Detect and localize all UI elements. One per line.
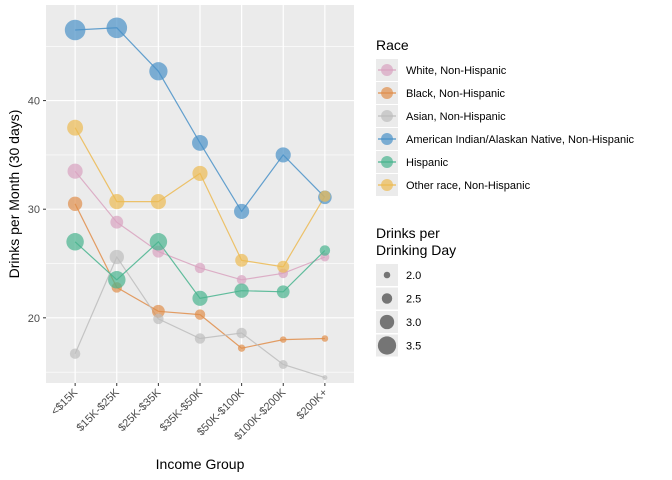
size-legend-label: 3.0 bbox=[406, 317, 421, 329]
data-point-s4-3 bbox=[192, 290, 208, 306]
data-point-s1-3 bbox=[194, 309, 206, 320]
data-point-s1-5 bbox=[279, 336, 287, 343]
data-point-s1-2 bbox=[152, 304, 165, 318]
legend-label: Black, Non-Hispanic bbox=[406, 88, 506, 100]
data-point-s3-0 bbox=[64, 19, 86, 41]
y-tick-label: 40 bbox=[28, 96, 40, 108]
data-point-s5-1 bbox=[109, 194, 125, 210]
data-point-s1-0 bbox=[67, 196, 83, 211]
x-axis-title: Income Group bbox=[156, 456, 245, 472]
size-legend-label: 2.5 bbox=[406, 294, 421, 306]
data-point-s3-1 bbox=[106, 17, 128, 39]
legend-key-point bbox=[381, 87, 393, 99]
data-point-s1-6 bbox=[321, 335, 329, 342]
data-point-s0-3 bbox=[194, 262, 206, 274]
y-axis-title: Drinks per Month (30 days) bbox=[6, 110, 22, 279]
data-point-s2-0 bbox=[69, 348, 81, 359]
data-point-s4-4 bbox=[234, 283, 249, 298]
x-axis: <$15K$15K-$25K$25K-$35K$35K-$50K$50K-$10… bbox=[49, 383, 330, 443]
size-legend-title-line-1: Drinks per bbox=[376, 225, 440, 241]
color-legend: Race White, Non-Hispanic Black, Non-Hispa… bbox=[376, 37, 635, 196]
size-key-point bbox=[381, 293, 393, 304]
data-point-s2-4 bbox=[236, 327, 247, 339]
legend-label: White, Non-Hispanic bbox=[406, 65, 507, 77]
size-legend: Drinks per Drinking Day 2.0 2.5 3.0 3.5 bbox=[376, 225, 456, 357]
data-point-s5-4 bbox=[235, 253, 249, 267]
data-point-s2-1 bbox=[109, 249, 124, 265]
series-points bbox=[64, 17, 332, 381]
data-point-s2-6 bbox=[322, 375, 328, 381]
data-point-s0-1 bbox=[110, 215, 124, 229]
y-tick-label: 30 bbox=[28, 204, 40, 216]
legend-label: Other race, Non-Hispanic bbox=[406, 180, 531, 192]
data-point-s4-1 bbox=[108, 271, 126, 289]
data-point-s4-0 bbox=[66, 233, 84, 251]
data-point-s4-6 bbox=[319, 245, 331, 256]
data-point-s3-2 bbox=[149, 62, 168, 81]
data-point-s3-3 bbox=[192, 134, 208, 151]
legend-key-point bbox=[381, 179, 393, 191]
data-point-s2-5 bbox=[278, 360, 288, 369]
legend-label: American Indian/Alaskan Native, Non-Hisp… bbox=[406, 134, 635, 146]
data-point-s2-3 bbox=[194, 333, 206, 344]
x-tick-label: $25K-$35K bbox=[116, 386, 164, 434]
legend-label: Hispanic bbox=[406, 157, 449, 169]
data-point-s1-4 bbox=[237, 344, 246, 352]
data-point-s4-2 bbox=[149, 233, 168, 251]
legend-key-point bbox=[381, 156, 393, 168]
size-key-point bbox=[379, 314, 395, 330]
x-tick-label: $15K-$25K bbox=[74, 386, 122, 434]
data-point-s5-6 bbox=[319, 190, 331, 202]
x-tick-label: $200K+ bbox=[294, 387, 330, 423]
size-legend-title-line-2: Drinking Day bbox=[376, 242, 456, 258]
size-legend-label: 3.5 bbox=[406, 341, 421, 353]
data-point-s5-2 bbox=[150, 194, 166, 210]
data-point-s0-4 bbox=[236, 274, 247, 285]
y-tick-label: 20 bbox=[28, 313, 40, 325]
legend-key-point bbox=[381, 64, 393, 76]
data-point-s3-4 bbox=[234, 203, 250, 219]
size-key-point bbox=[377, 336, 397, 355]
legend-label: Asian, Non-Hispanic bbox=[406, 111, 506, 123]
x-tick-label: <$15K bbox=[49, 386, 81, 418]
size-legend-label: 2.0 bbox=[406, 270, 421, 282]
data-point-s3-5 bbox=[275, 147, 291, 163]
data-point-s5-5 bbox=[277, 260, 290, 273]
data-point-s4-5 bbox=[276, 285, 290, 299]
color-legend-title: Race bbox=[376, 37, 409, 53]
data-point-s2-2 bbox=[153, 313, 164, 325]
size-key-point bbox=[383, 271, 391, 279]
y-axis: 20 30 40 bbox=[28, 96, 46, 325]
data-point-s5-3 bbox=[192, 165, 208, 181]
legend-key-point bbox=[381, 133, 393, 145]
data-point-s5-0 bbox=[67, 119, 84, 136]
data-point-s0-0 bbox=[67, 163, 83, 179]
legend-key-point bbox=[381, 110, 393, 122]
